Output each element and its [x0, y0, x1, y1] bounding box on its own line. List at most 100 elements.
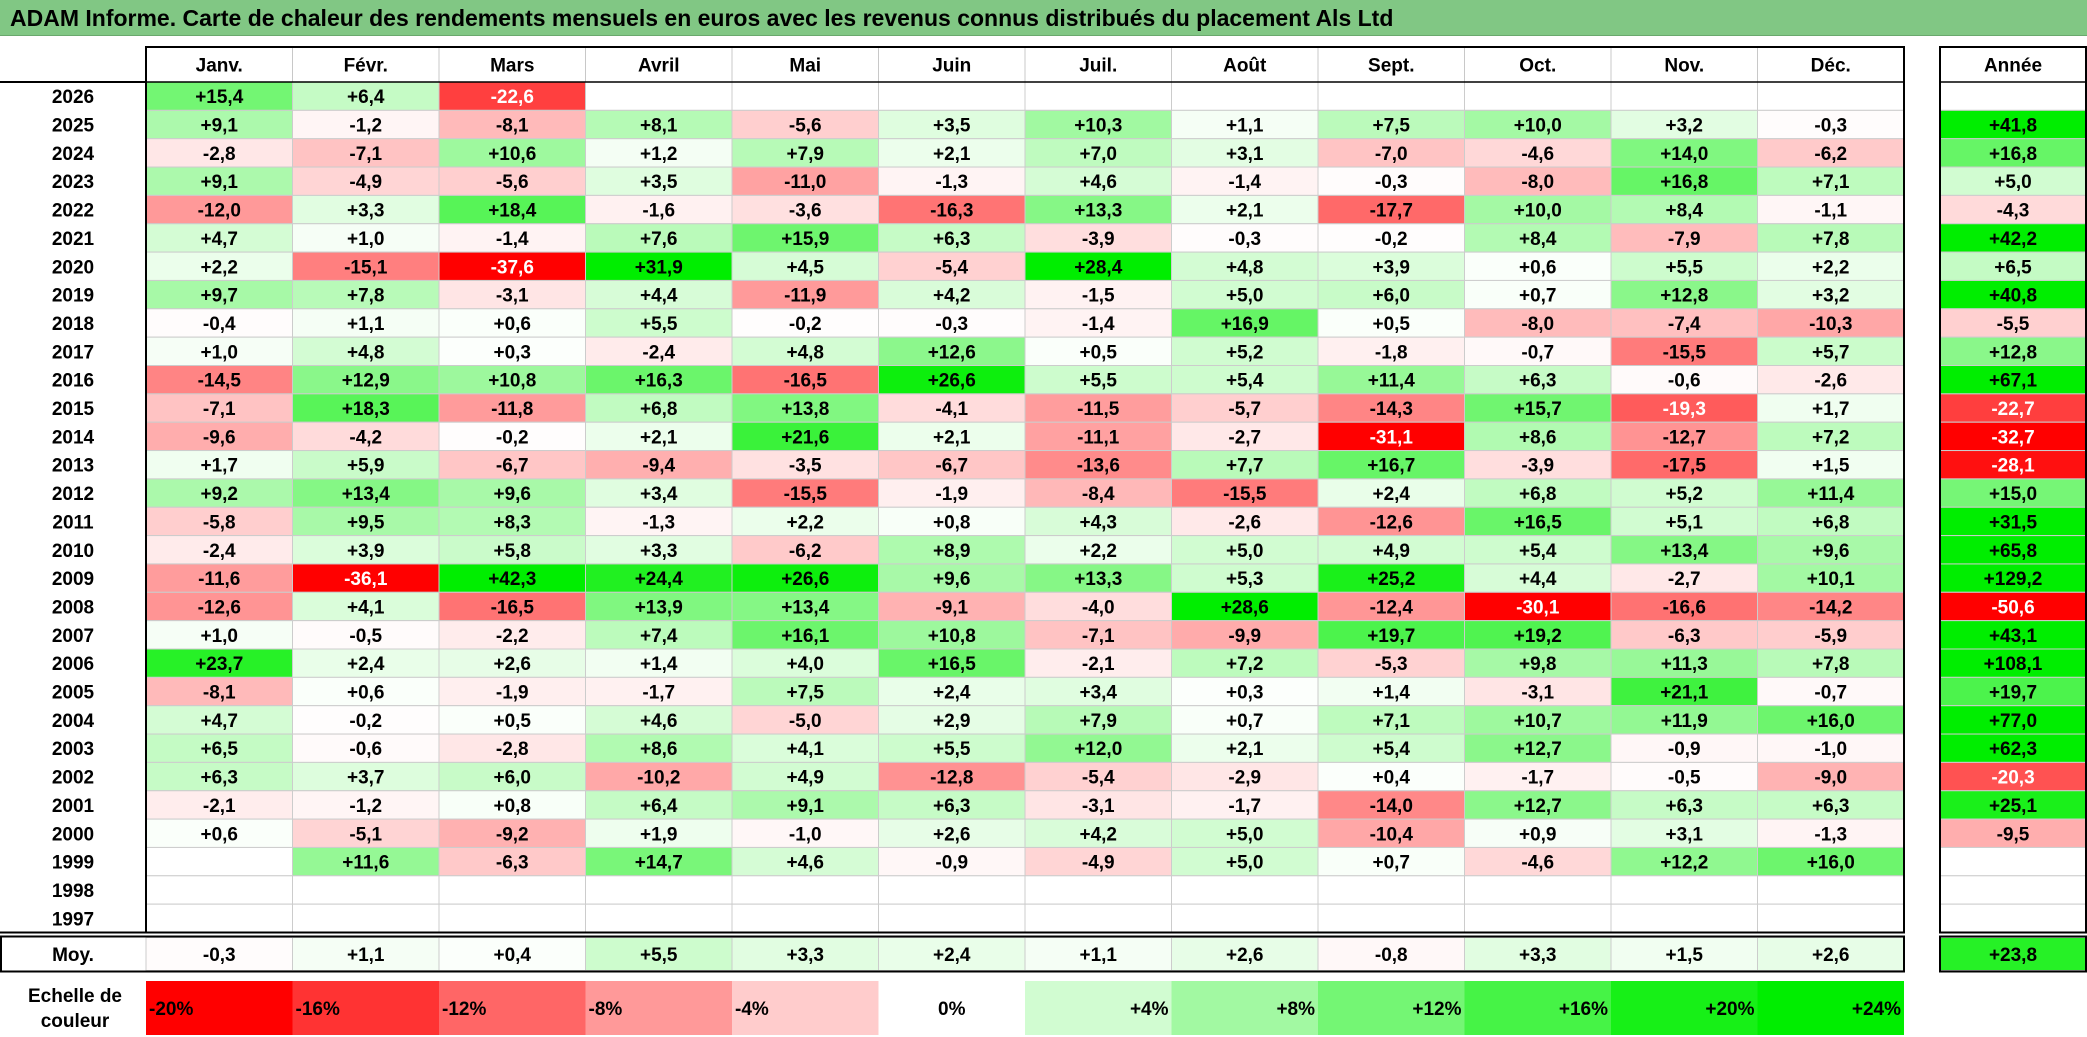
heatmap-cell: [731, 166, 879, 196]
heatmap-cell-value: +4,1: [347, 597, 385, 618]
heatmap-cell: [1317, 109, 1465, 140]
heatmap-cell: [585, 393, 733, 423]
heatmap-cell: [145, 818, 293, 848]
heatmap-cell-value: +4,2: [933, 286, 971, 307]
heatmap-cell-value: +4,9: [786, 768, 824, 789]
scale-swatch: [1464, 981, 1611, 1035]
heatmap-cell-value: +16,5: [1514, 512, 1563, 533]
heatmap-cell-value: +5,1: [1665, 512, 1703, 533]
heatmap-cell: [1317, 393, 1465, 423]
heatmap-cell-value: +6,8: [1812, 512, 1850, 533]
heatmap-cell-value: +10,1: [1807, 569, 1856, 590]
heatmap-cell-value: +15,9: [781, 229, 829, 250]
heatmap-cell: [292, 563, 440, 593]
heatmap-cell: [1317, 790, 1465, 820]
heatmap-cell-value: -30,1: [1516, 597, 1560, 618]
month-header-cell: [731, 46, 879, 83]
heatmap-cell: [878, 251, 1026, 281]
heatmap-cell-value: -7,0: [1375, 144, 1408, 165]
heatmap-cell-value: -11,6: [198, 569, 240, 590]
heatmap-cell-value: +2,2: [200, 257, 238, 278]
heatmap-cell: [731, 535, 879, 565]
average-cell-value: +5,5: [640, 945, 678, 966]
heatmap-cell-value: +0,7: [1226, 711, 1264, 732]
heatmap-cell-value: +5,9: [347, 456, 385, 477]
heatmap-cell-value: +1,9: [640, 824, 678, 845]
heatmap-cell: [731, 138, 879, 168]
heatmap-cell-value: +4,2: [1079, 824, 1117, 845]
row-year-label: 2005: [52, 683, 95, 704]
heatmap-cell-value: -1,6: [642, 201, 675, 222]
heatmap-cell-value: +7,7: [1226, 456, 1264, 477]
heatmap-cell-value: +16,0: [1807, 853, 1855, 874]
heatmap-cell: [1757, 81, 1905, 111]
heatmap-cell-value: +3,7: [347, 768, 385, 789]
heatmap-cell-value: +4,9: [1372, 541, 1410, 562]
heatmap-cell: [1464, 818, 1612, 848]
heatmap-cell: [878, 705, 1026, 735]
heatmap-cell: [438, 846, 586, 877]
heatmap-cell: [1171, 591, 1319, 622]
heatmap-cell: [438, 790, 586, 820]
heatmap-cell: [1757, 279, 1905, 310]
heatmap-cell: [292, 535, 440, 565]
heatmap-cell: [1464, 109, 1612, 140]
heatmap-cell-value: +9,8: [1519, 654, 1557, 675]
heatmap-cell-value: -9,6: [203, 427, 236, 448]
heatmap-cell-value: +11,3: [1661, 654, 1708, 675]
heatmap-cell-value: +3,2: [1665, 116, 1703, 137]
month-grid-frame: [145, 46, 1905, 934]
heatmap-cell-value: -1,4: [1082, 314, 1115, 335]
average-row-frame: [0, 935, 1905, 973]
heatmap-cell: [1024, 279, 1172, 310]
heatmap-cell-value: +11,6: [342, 853, 389, 874]
heatmap-cell-value: -31,1: [1370, 427, 1414, 448]
heatmap-cell: [438, 166, 586, 196]
heatmap-cell-value: -9,4: [642, 456, 675, 477]
heatmap-cell-value: +11,4: [1807, 484, 1854, 505]
heatmap-cell-value: +6,3: [1519, 371, 1557, 392]
heatmap-cell-value: -11,5: [1077, 399, 1120, 420]
heatmap-cell-value: -0,6: [349, 739, 382, 760]
heatmap-cell-value: -7,1: [349, 144, 382, 165]
scale-swatch-label: +16%: [1559, 999, 1608, 1020]
scale-swatch-label: -8%: [589, 999, 623, 1020]
heatmap-cell: [1171, 761, 1319, 792]
annual-cell-value: -9,5: [1997, 824, 2030, 845]
scale-swatch: [1025, 981, 1172, 1035]
heatmap-cell-value: -10,4: [1370, 824, 1414, 845]
heatmap-cell: [1317, 308, 1465, 338]
heatmap-cell-value: -1,9: [496, 683, 529, 704]
heatmap-cell-value: +10,6: [488, 144, 536, 165]
heatmap-cell-value: +5,5: [640, 314, 678, 335]
heatmap-cell-value: +5,5: [933, 739, 971, 760]
heatmap-cell: [1171, 138, 1319, 168]
heatmap-cell-value: +6,3: [933, 796, 971, 817]
heatmap-cell: [1757, 478, 1905, 508]
annual-cell-value: +40,8: [1989, 286, 2037, 307]
heatmap-cell-value: -14,3: [1370, 399, 1413, 420]
annual-cell: [1939, 733, 2087, 763]
heatmap-cell-value: -4,6: [1521, 144, 1554, 165]
heatmap-cell-value: +4,8: [1226, 257, 1264, 278]
heatmap-cell-value: +7,9: [786, 144, 824, 165]
heatmap-cell-value: +18,3: [342, 399, 390, 420]
heatmap-cell: [1610, 506, 1758, 537]
annual-cell-value: +6,5: [1994, 257, 2032, 278]
heatmap-cell-value: -14,2: [1809, 597, 1852, 618]
heatmap-cell: [438, 138, 586, 168]
heatmap-cell-value: +3,1: [1226, 144, 1264, 165]
heatmap-cell: [1317, 223, 1465, 253]
heatmap-cell: [1610, 166, 1758, 196]
month-header-cell: [292, 46, 440, 83]
heatmap-cell: [731, 194, 879, 225]
heatmap-cell-value: +11,4: [1368, 371, 1415, 392]
annual-cell: [1939, 251, 2087, 281]
heatmap-cell: [1024, 450, 1172, 480]
heatmap-cell-value: -11,8: [491, 399, 533, 420]
heatmap-cell: [1317, 591, 1465, 622]
heatmap-cell-value: +5,2: [1665, 484, 1703, 505]
annual-cell: [1939, 846, 2087, 877]
heatmap-cell-value: +0,8: [933, 512, 971, 533]
heatmap-cell: [292, 903, 440, 934]
